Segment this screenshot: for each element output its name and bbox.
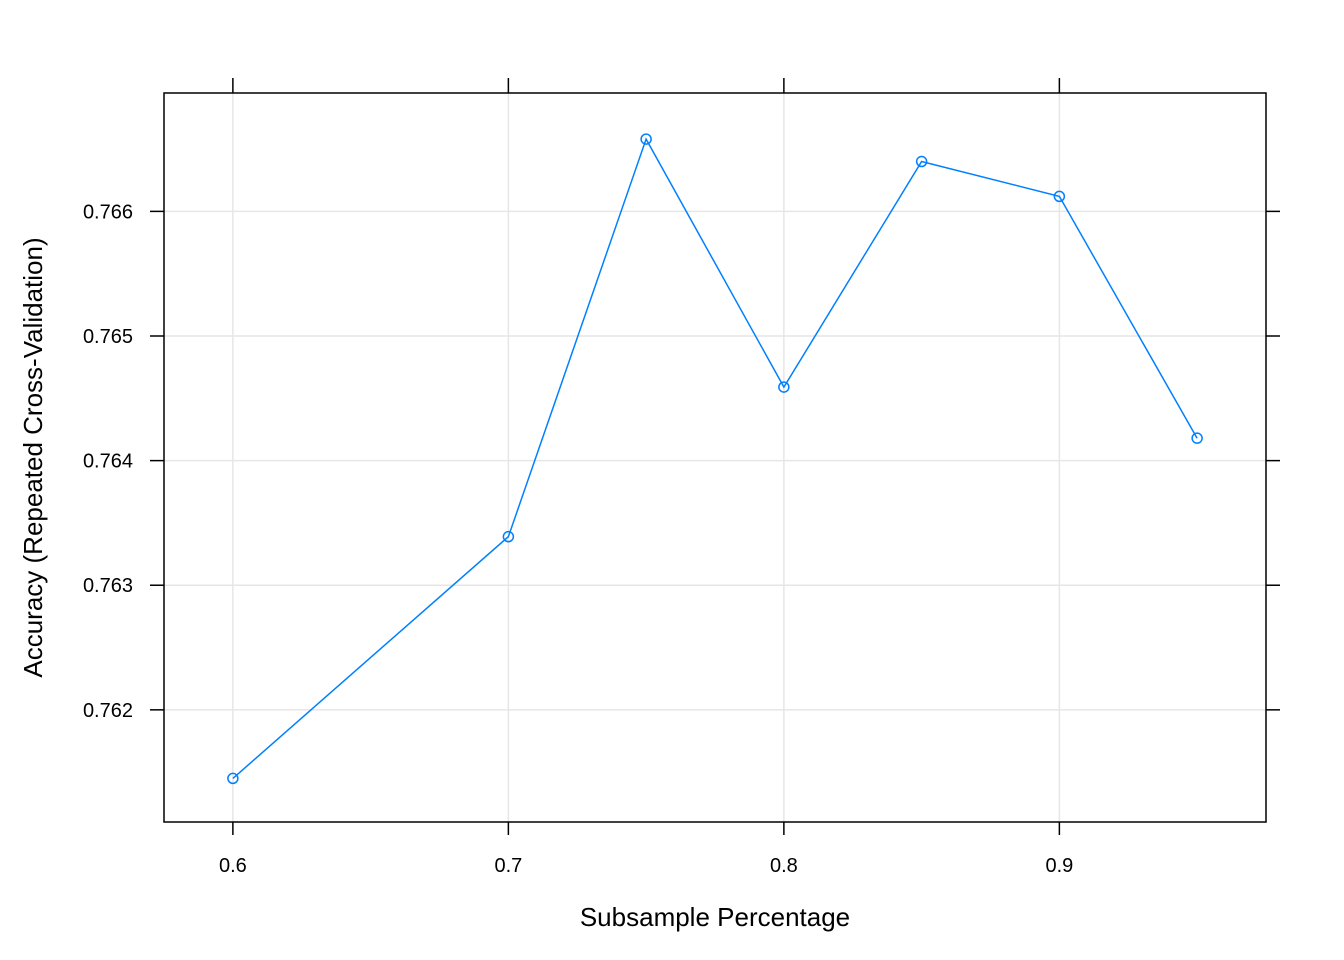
plot-frame [163, 92, 1267, 823]
series-line [232, 137, 1198, 779]
x-tick-label: 0.6 [219, 855, 247, 877]
x-axis-title: Subsample Percentage [580, 902, 850, 932]
y-tick-label: 0.766 [83, 201, 133, 223]
x-tick-label: 0.9 [1045, 855, 1073, 877]
data-point [1191, 432, 1203, 444]
y-tick-label: 0.762 [83, 700, 133, 722]
data-point [640, 133, 652, 145]
x-tick-label: 0.7 [494, 855, 522, 877]
grid-lines [164, 93, 1266, 822]
data-point [502, 530, 515, 543]
data-point [227, 772, 239, 785]
data-point [778, 381, 790, 393]
data-point [1053, 190, 1066, 203]
tick-labels: 0.6 0.7 0.8 0.9 0.762 0.763 0.764 0.765 0.766 [83, 201, 1073, 877]
y-tick-label: 0.764 [83, 451, 133, 473]
y-tick-label: 0.763 [83, 575, 133, 597]
x-tick-label: 0.8 [770, 855, 798, 877]
y-axis-title: Accuracy (Repeated Cross-Validation) [18, 237, 48, 677]
series-layer [227, 133, 1203, 785]
axis-ticks [150, 78, 1280, 835]
data-point [915, 155, 928, 168]
y-tick-label: 0.765 [83, 326, 133, 348]
